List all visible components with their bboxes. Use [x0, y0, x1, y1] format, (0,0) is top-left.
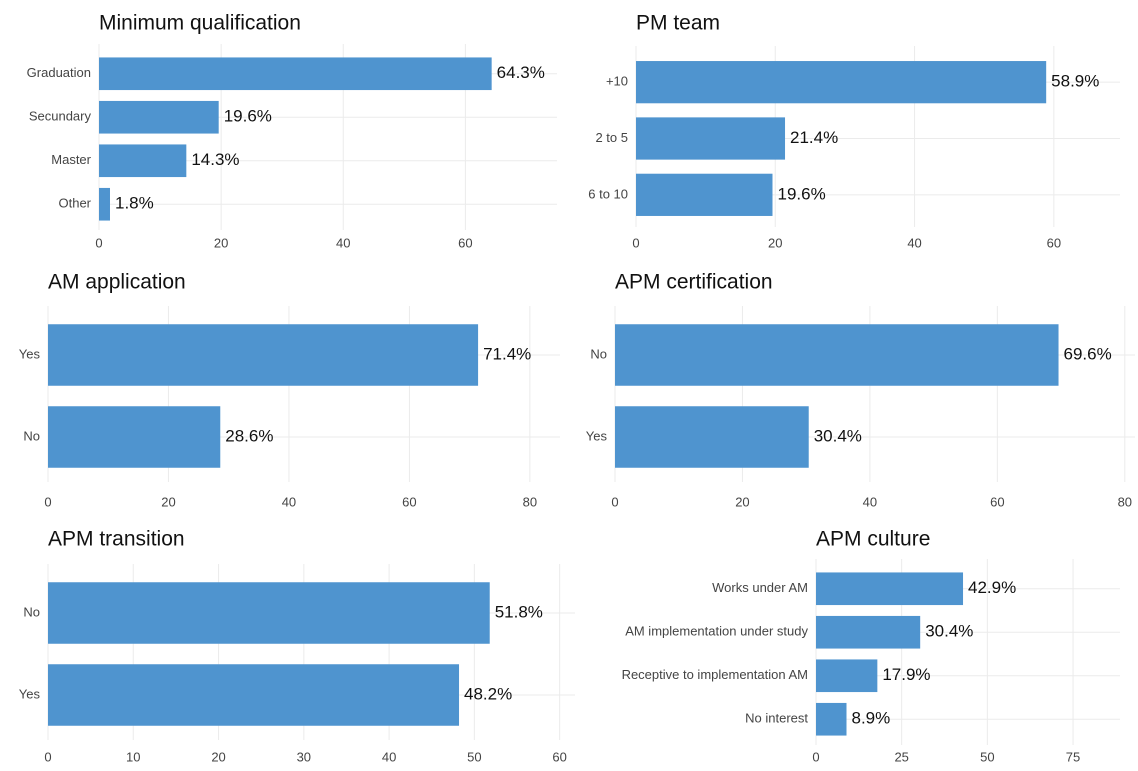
x-tick-label: 50 [467, 749, 481, 764]
bar [816, 572, 964, 606]
value-label: 1.8% [115, 194, 154, 213]
bar [99, 187, 110, 221]
category-label: Yes [586, 428, 608, 443]
category-label: Master [51, 152, 91, 167]
x-tick-label: 0 [632, 235, 639, 250]
bar [48, 324, 479, 386]
x-tick-label: 60 [402, 494, 416, 509]
category-label: 6 to 10 [588, 186, 628, 201]
x-tick-label: 20 [211, 749, 225, 764]
x-tick-label: 0 [611, 494, 618, 509]
bar [99, 100, 219, 134]
bar [48, 406, 221, 468]
value-label: 71.4% [483, 344, 531, 363]
category-label: Works under AM [712, 580, 808, 595]
value-label: 8.9% [852, 709, 891, 728]
chart-title: APM certification [615, 271, 773, 294]
bar [816, 659, 878, 693]
x-tick-label: 40 [907, 235, 921, 250]
x-tick-label: 75 [1066, 749, 1080, 764]
value-label: 64.3% [497, 63, 545, 82]
value-label: 30.4% [814, 426, 862, 445]
category-label: No interest [745, 711, 808, 726]
x-tick-label: 25 [894, 749, 908, 764]
value-label: 19.6% [777, 184, 825, 203]
value-label: 69.6% [1064, 344, 1112, 363]
value-label: 14.3% [191, 150, 239, 169]
category-label: Yes [19, 346, 41, 361]
x-tick-label: 80 [523, 494, 537, 509]
x-tick-label: 60 [552, 749, 566, 764]
value-label: 17.9% [882, 665, 930, 684]
bar [615, 406, 809, 468]
bar [99, 144, 187, 178]
bar [48, 664, 460, 726]
x-tick-label: 60 [1047, 235, 1061, 250]
x-tick-label: 0 [44, 494, 51, 509]
bar [636, 173, 773, 216]
x-tick-label: 0 [812, 749, 819, 764]
category-label: Secundary [29, 109, 92, 124]
chart-title: APM culture [816, 528, 930, 551]
value-label: 21.4% [790, 128, 838, 147]
bar [99, 57, 492, 91]
value-label: 42.9% [968, 578, 1016, 597]
category-label: 2 to 5 [595, 130, 628, 145]
chart-title: Minimum qualification [99, 12, 301, 35]
bar [636, 61, 1047, 104]
x-tick-label: 60 [458, 235, 472, 250]
x-tick-label: 20 [214, 235, 228, 250]
category-label: Yes [19, 686, 41, 701]
bar [636, 117, 786, 160]
x-tick-label: 10 [126, 749, 140, 764]
value-label: 19.6% [224, 107, 272, 126]
x-tick-label: 40 [382, 749, 396, 764]
chart-title: PM team [636, 12, 720, 35]
bar [816, 615, 921, 649]
category-label: No [23, 604, 40, 619]
category-label: Receptive to implementation AM [622, 667, 808, 682]
value-label: 30.4% [925, 622, 973, 641]
x-tick-label: 20 [768, 235, 782, 250]
value-label: 58.9% [1051, 72, 1099, 91]
x-tick-label: 80 [1118, 494, 1132, 509]
x-tick-label: 0 [44, 749, 51, 764]
x-tick-label: 20 [735, 494, 749, 509]
x-tick-label: 40 [863, 494, 877, 509]
x-tick-label: 20 [161, 494, 175, 509]
value-label: 48.2% [464, 684, 512, 703]
x-tick-label: 40 [282, 494, 296, 509]
x-tick-label: 0 [95, 235, 102, 250]
x-tick-label: 60 [990, 494, 1004, 509]
chart-title: AM application [48, 271, 186, 294]
x-tick-label: 30 [297, 749, 311, 764]
value-label: 51.8% [495, 602, 543, 621]
bar [48, 582, 490, 644]
category-label: +10 [606, 74, 628, 89]
value-label: 28.6% [225, 426, 273, 445]
category-label: AM implementation under study [625, 624, 808, 639]
category-label: Graduation [27, 65, 91, 80]
x-tick-label: 40 [336, 235, 350, 250]
chart-title: APM transition [48, 528, 185, 551]
category-label: Other [58, 196, 91, 211]
bar [615, 324, 1059, 386]
category-label: No [590, 346, 607, 361]
category-label: No [23, 428, 40, 443]
x-tick-label: 50 [980, 749, 994, 764]
bar [816, 702, 847, 736]
